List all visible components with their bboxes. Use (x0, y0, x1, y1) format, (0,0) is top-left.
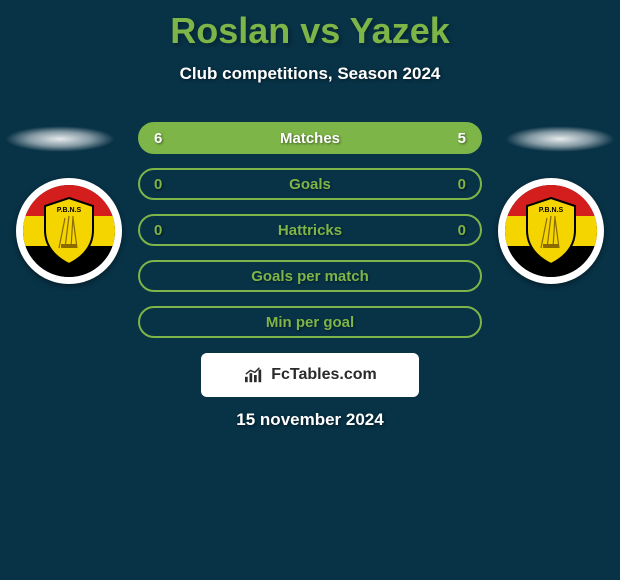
stat-right-value: 0 (458, 222, 466, 239)
subtitle: Club competitions, Season 2024 (0, 64, 620, 84)
club-badge-right: P.B.N.S (498, 178, 604, 284)
chart-icon (243, 366, 265, 384)
shield-icon: P.B.N.S (521, 196, 581, 266)
stat-left-value: 0 (154, 222, 162, 239)
stat-right-value: 5 (458, 130, 466, 147)
svg-text:P.B.N.S: P.B.N.S (57, 207, 82, 214)
player-shadow-left (5, 126, 115, 152)
page-title: Roslan vs Yazek (0, 0, 620, 52)
stat-row-mpg: Min per goal (138, 306, 482, 338)
shield-icon: P.B.N.S (39, 196, 99, 266)
stat-label: Matches (280, 130, 340, 147)
svg-text:P.B.N.S: P.B.N.S (539, 207, 564, 214)
stat-label: Min per goal (266, 314, 354, 331)
branding-label: FcTables.com (271, 366, 377, 384)
branding-card[interactable]: FcTables.com (201, 353, 419, 397)
date-label: 15 november 2024 (236, 410, 383, 430)
stat-left-value: 0 (154, 176, 162, 193)
stat-label: Hattricks (278, 222, 342, 239)
stat-right-value: 0 (458, 176, 466, 193)
stat-row-matches: 6 Matches 5 (138, 122, 482, 154)
player-shadow-right (505, 126, 615, 152)
stats-panel: 6 Matches 5 0 Goals 0 0 Hattricks 0 Goal… (138, 122, 482, 352)
badge-graphic: P.B.N.S (505, 185, 597, 277)
stat-label: Goals per match (251, 268, 369, 285)
stat-row-goals: 0 Goals 0 (138, 168, 482, 200)
stat-label: Goals (289, 176, 331, 193)
club-badge-left: P.B.N.S (16, 178, 122, 284)
stat-row-hattricks: 0 Hattricks 0 (138, 214, 482, 246)
stat-row-gpm: Goals per match (138, 260, 482, 292)
stat-left-value: 6 (154, 130, 162, 147)
badge-graphic: P.B.N.S (23, 185, 115, 277)
